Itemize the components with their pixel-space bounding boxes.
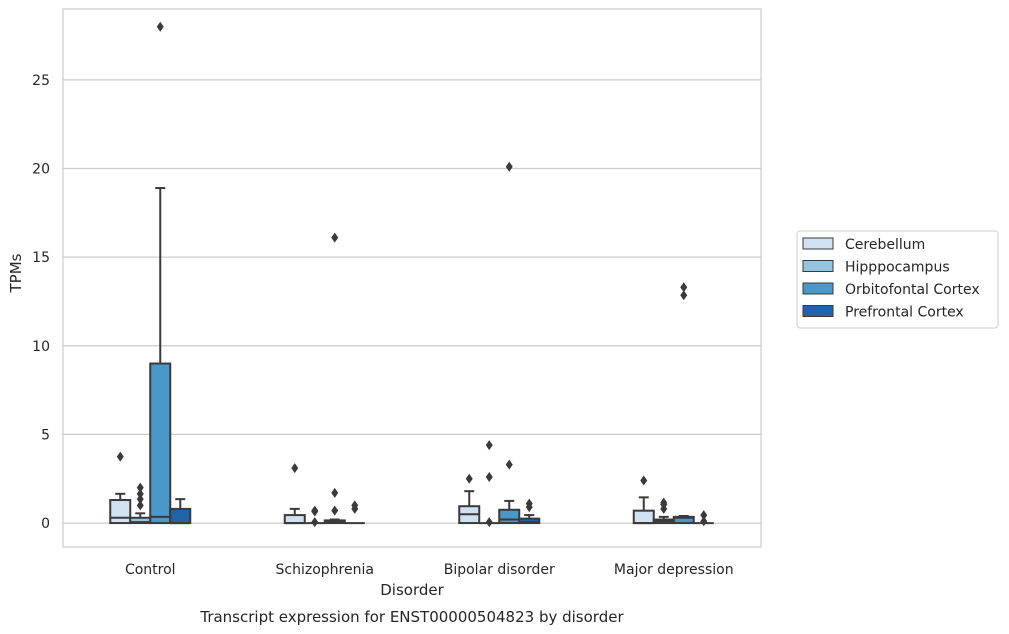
flier-2-2-1 [505, 161, 513, 172]
box-3-1 [344, 500, 365, 525]
legend-label-1: Hipppocampus [845, 260, 950, 276]
legend-swatch-2 [802, 282, 834, 295]
flier-1-3-2 [660, 497, 668, 508]
plot-area-frame [62, 8, 762, 548]
legend-swatch-3 [802, 305, 834, 317]
box-1-1 [304, 505, 325, 528]
box-0-1 [283, 463, 306, 525]
flier-1-2-1 [485, 471, 493, 482]
box-body-0-0 [109, 499, 132, 525]
x-tick-label-1: Schizophrenia [276, 562, 374, 578]
flier-1-1-0 [311, 517, 319, 528]
x-tick-label-3: Major depression [614, 562, 734, 578]
flier-0-3-0 [640, 475, 648, 486]
box-2-2 [498, 161, 521, 525]
flier-0-2-0 [465, 473, 473, 484]
box-1-2 [479, 440, 500, 528]
y-tick-label-2: 10 [32, 339, 50, 355]
flier-2-1-2 [331, 232, 339, 243]
flier-1-0-3 [136, 482, 144, 493]
flier-2-0-0 [156, 21, 164, 32]
box-1-3 [652, 497, 675, 525]
flier-1-1-2 [311, 505, 319, 516]
x-axis-ticks: Control Schizophrenia Bipolar disorder Majo… [125, 562, 734, 578]
box-0-0 [109, 451, 132, 525]
flier-0-0-0 [116, 451, 124, 462]
flier-1-0-2 [136, 488, 144, 499]
flier-2-3-1 [680, 282, 688, 293]
flier-3-3-0 [700, 516, 708, 527]
y-tick-label-4: 20 [32, 162, 50, 178]
flier-1-2-2 [485, 440, 493, 451]
box-2-1 [323, 232, 346, 525]
legend-label-0: Cerebellum [845, 237, 925, 253]
legend-label-3: Prefrontal Cortex [845, 305, 964, 321]
flier-2-2-0 [505, 459, 513, 470]
flier-1-2-0 [485, 517, 493, 528]
box-3-3 [693, 510, 714, 527]
y-tick-label-3: 15 [32, 250, 50, 266]
x-axis-title: Disorder [380, 581, 444, 599]
box-body-2-0 [149, 362, 172, 525]
flier-3-3-1 [700, 510, 708, 521]
y-tick-label-0: 0 [41, 516, 50, 532]
box-body-0-3 [632, 509, 655, 525]
legend-frame [796, 230, 999, 329]
box-plots [109, 21, 714, 528]
flier-1-0-1 [136, 494, 144, 505]
x-tick-label-2: Bipolar disorder [444, 562, 555, 578]
flier-1-0-0 [136, 500, 144, 511]
box-3-0 [169, 498, 192, 525]
legend-swatch-1 [802, 260, 834, 272]
box-0-2 [458, 473, 481, 525]
flier-3-1-1 [351, 500, 359, 511]
flier-3-2-1 [525, 498, 533, 509]
x-tick-label-0: Control [125, 562, 176, 578]
box-2-0 [149, 21, 172, 525]
box-3-2 [518, 498, 541, 525]
y-tick-label-5: 25 [32, 73, 50, 89]
box-body-3-0 [169, 507, 192, 525]
flier-2-3-0 [680, 290, 688, 301]
flier-2-1-1 [331, 487, 339, 498]
legend-label-2: Orbitofontal Cortex [845, 282, 980, 298]
box-1-0 [129, 482, 152, 525]
y-tick-label-1: 5 [41, 427, 50, 443]
box-2-3 [672, 282, 695, 525]
y-axis-title: TPMs [7, 253, 25, 293]
y-axis-ticks: 0 5 10 15 20 25 [32, 73, 50, 532]
legend-swatch-0 [802, 237, 834, 250]
box-body-0-1 [283, 514, 306, 525]
flier-2-1-0 [331, 505, 339, 516]
box-0-3 [632, 475, 655, 525]
flier-0-1-0 [291, 463, 299, 474]
legend: Cerebellum Hipppocampus Orbitofontal Corte… [796, 230, 999, 329]
box-body-2-2 [498, 508, 521, 525]
chart-caption: Transcript expression for ENST0000050482… [199, 608, 624, 626]
